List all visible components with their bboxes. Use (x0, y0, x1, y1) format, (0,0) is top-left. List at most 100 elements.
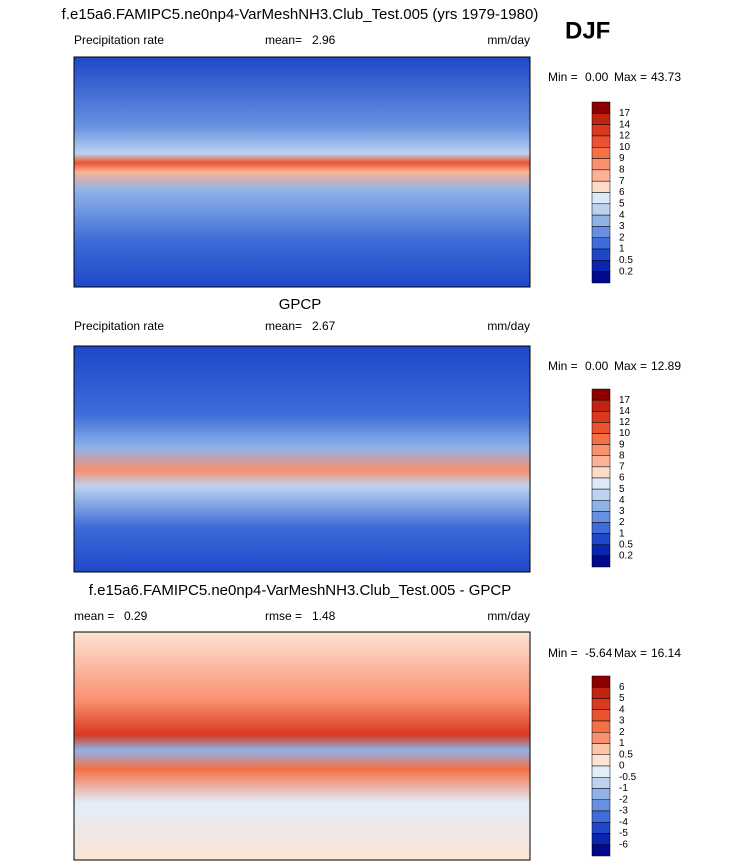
colorbar-label: 17 (619, 395, 631, 406)
map-field (73, 345, 531, 573)
colorbar-box (591, 732, 611, 744)
colorbar-box (591, 226, 611, 238)
colorbar-label: 2 (619, 232, 625, 243)
colorbar-label: 2 (619, 517, 625, 528)
colorbar-label: 4 (619, 495, 625, 506)
left-label: Precipitation rate (74, 33, 164, 47)
colorbar-box (591, 709, 611, 722)
colorbar-box (591, 488, 611, 501)
colorbar-box (591, 135, 611, 148)
colorbar-label: 5 (619, 198, 625, 209)
colorbar-label: 7 (619, 176, 625, 187)
colorbar-box (591, 743, 611, 755)
colorbar-box (591, 754, 611, 767)
map-field (73, 56, 531, 288)
colorbar-box (591, 248, 611, 261)
stat-label: mean= (265, 33, 302, 47)
colorbar-label: -4 (619, 817, 628, 828)
colorbar-label: 0.5 (619, 539, 633, 550)
colorbar-box (591, 101, 611, 114)
colorbar-label: 0 (619, 761, 625, 772)
min-label: Min = (548, 646, 578, 660)
colorbar-label: 1 (619, 244, 625, 255)
colorbar-box (591, 720, 611, 733)
colorbar-label: 1 (619, 528, 625, 539)
colorbar-box (591, 687, 611, 699)
colorbar-label: 12 (619, 131, 631, 142)
colorbar-label: 9 (619, 439, 625, 450)
colorbar-box (591, 544, 611, 557)
colorbar-box (591, 180, 611, 193)
colorbar-label: 12 (619, 417, 631, 428)
colorbar-box (591, 192, 611, 205)
left-label: mean = (74, 609, 114, 623)
colorbar-label: 0.2 (619, 551, 633, 562)
colorbar-box (591, 777, 611, 789)
min-label: Min = (548, 359, 578, 373)
colorbar-label: 7 (619, 462, 625, 473)
colorbar-box (591, 388, 611, 401)
colorbar-box (591, 124, 611, 137)
colorbar-label: 9 (619, 153, 625, 164)
colorbar-box (591, 522, 611, 534)
stat-label: mean= (265, 319, 302, 333)
colorbar-box (591, 158, 611, 171)
colorbar-box (591, 511, 611, 523)
colorbar-label: 14 (619, 406, 631, 417)
colorbar-label: 3 (619, 506, 625, 517)
colorbar-label: 0.5 (619, 255, 633, 266)
colorbar-box (591, 533, 611, 545)
colorbar-label: 14 (619, 119, 631, 130)
colorbar-label: 5 (619, 693, 625, 704)
colorbar-box (591, 147, 611, 159)
colorbar-label: 4 (619, 704, 625, 715)
colorbar-box (591, 113, 611, 125)
stat-value: 1.48 (312, 609, 336, 623)
min-label: Min = (548, 70, 578, 84)
colorbar-label: -5 (619, 828, 628, 839)
stat-value: 2.67 (312, 319, 336, 333)
map-field (73, 631, 531, 861)
colorbar-box (591, 237, 611, 250)
colorbar-label: 2 (619, 727, 625, 738)
colorbar-box (591, 399, 611, 412)
max-value: 43.73 (651, 70, 681, 84)
colorbar-box (591, 466, 611, 479)
stat-label: rmse = (265, 609, 302, 623)
colorbar-label: 8 (619, 450, 625, 461)
min-value: -5.64 (585, 646, 613, 660)
colorbar-box (591, 455, 611, 468)
max-label: Max = (614, 70, 647, 84)
colorbar-box (591, 433, 611, 445)
colorbar-label: 5 (619, 484, 625, 495)
colorbar-label: -3 (619, 806, 628, 817)
colorbar-box (591, 500, 611, 512)
colorbar-label: 10 (619, 428, 631, 439)
colorbar-label: -6 (619, 839, 628, 850)
colorbar-label: 0.5 (619, 749, 633, 760)
colorbar-box (591, 271, 611, 284)
colorbar-box (591, 555, 611, 568)
colorbar-label: 17 (619, 108, 631, 119)
min-value: 0.00 (585, 359, 609, 373)
left-label: Precipitation rate (74, 319, 164, 333)
units: mm/day (487, 33, 530, 47)
colorbar-label: 6 (619, 187, 625, 198)
colorbar-box (591, 833, 611, 845)
colorbar-box (591, 822, 611, 834)
colorbar-box (591, 169, 611, 182)
colorbar-box (591, 214, 611, 227)
colorbar-label: 6 (619, 682, 625, 693)
colorbar-box (591, 765, 611, 778)
colorbar-label: 3 (619, 221, 625, 232)
season-label: DJF (565, 17, 610, 44)
colorbar-box (591, 788, 611, 800)
stat-value: 2.96 (312, 33, 336, 47)
units: mm/day (487, 609, 530, 623)
colorbar-box (591, 444, 611, 456)
max-label: Max = (614, 646, 647, 660)
colorbar-box (591, 260, 611, 272)
colorbar-label: 6 (619, 473, 625, 484)
colorbar-label: -2 (619, 794, 628, 805)
panel-title: GPCP (279, 296, 322, 313)
